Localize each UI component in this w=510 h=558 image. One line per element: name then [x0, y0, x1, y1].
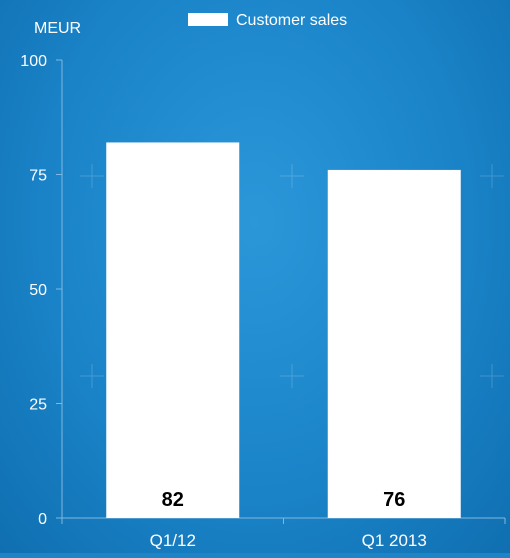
data-labels: 82 76 — [162, 489, 406, 511]
background-decoration — [80, 164, 504, 388]
x-tick-label: Q1/12 — [150, 531, 196, 550]
legend-label: Customer sales — [236, 12, 347, 29]
y-tick-label: 50 — [29, 282, 47, 299]
y-tick-label: 25 — [29, 397, 47, 414]
y-tick-label: 75 — [29, 168, 47, 185]
legend: Customer sales — [188, 12, 347, 29]
x-tick-label: Q1 2013 — [362, 531, 427, 550]
data-label: 76 — [383, 489, 405, 511]
bar — [327, 169, 461, 519]
x-axis-labels: Q1/12 Q1 2013 — [150, 531, 427, 550]
legend-swatch — [188, 13, 228, 26]
bars — [106, 142, 461, 519]
y-axis-ticks: 0 25 50 75 100 — [20, 53, 62, 528]
y-tick-label: 0 — [38, 511, 47, 528]
data-label: 82 — [162, 489, 184, 511]
x-axis-ticks — [61, 518, 506, 524]
bar — [106, 142, 240, 518]
y-axis-label: MEUR — [34, 20, 81, 37]
y-tick-label: 100 — [20, 53, 47, 70]
